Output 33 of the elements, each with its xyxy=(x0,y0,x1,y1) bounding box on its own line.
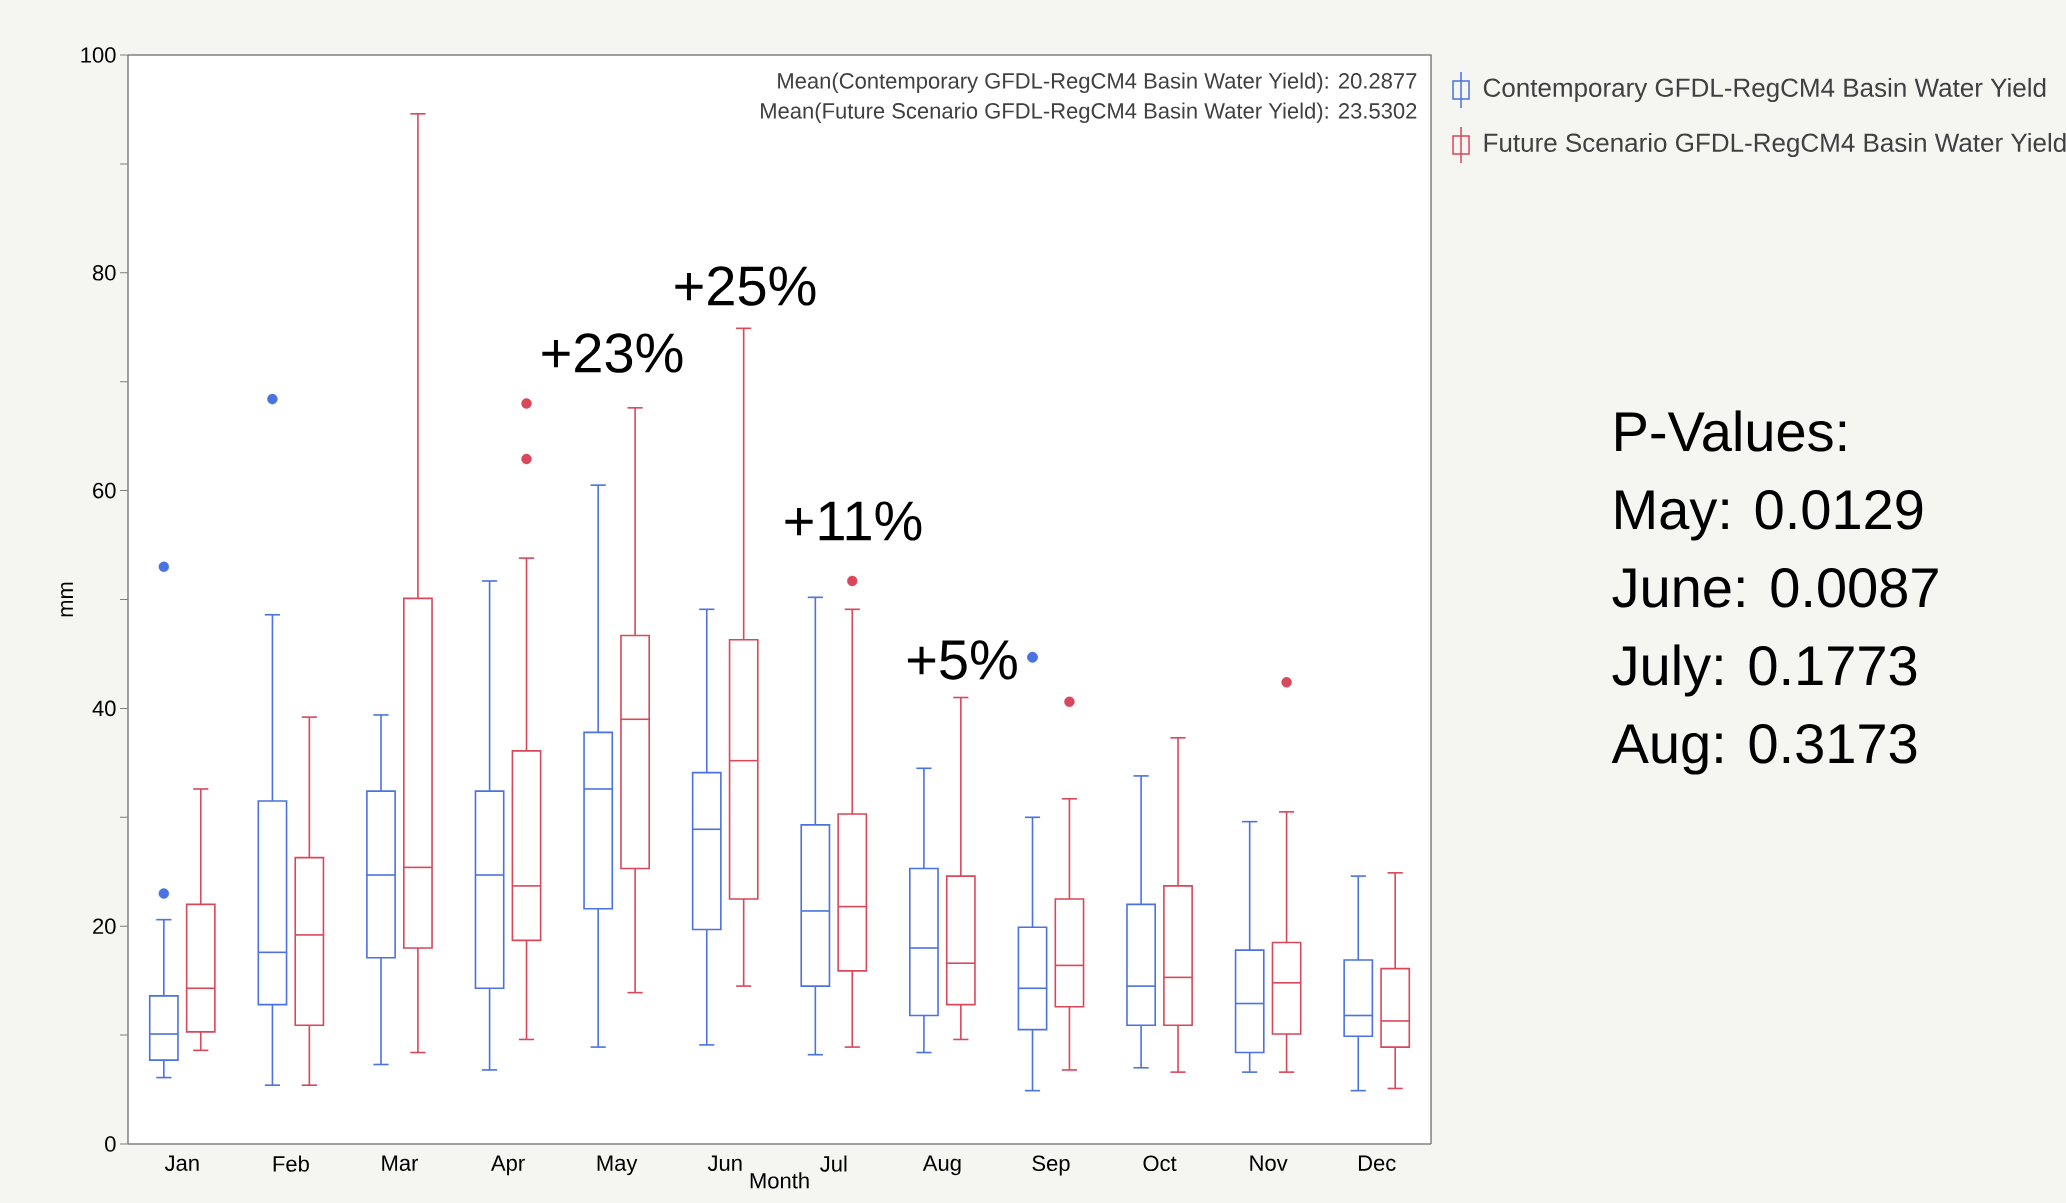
y-axis-title: mm xyxy=(61,582,73,617)
legend-label: Contemporary GFDL-RegCM4 Basin Water Yield xyxy=(1483,77,2046,103)
annotation: +23% xyxy=(542,333,683,373)
x-axis-title: Month xyxy=(750,1172,809,1189)
annotation: +11% xyxy=(785,501,922,541)
x-tick-label: Feb xyxy=(273,1155,309,1172)
annotation: Mean(Future Scenario GFDL-RegCM4 Basin Water Yield): 23.5302 xyxy=(761,102,1417,124)
text: P-Values: xyxy=(1616,410,1846,452)
x-tick-label: Jan xyxy=(164,1155,199,1171)
legend-label: Future Scenario GFDL-RegCM4 Basin Water Yield xyxy=(1484,132,2066,158)
x-tick-label: Jun xyxy=(707,1155,742,1171)
text: May: 0.0129 xyxy=(1616,489,1923,541)
text: Aug: 0.3173 xyxy=(1611,723,1917,775)
x-tick-label: Apr xyxy=(490,1155,525,1176)
y-tick-label: 20 xyxy=(93,918,116,934)
x-tick-label: Aug xyxy=(922,1155,961,1176)
y-tick-label: 100 xyxy=(81,47,116,63)
y-tick-label: 80 xyxy=(92,265,116,281)
y-tick-label: 40 xyxy=(92,700,116,717)
x-tick-label: May xyxy=(597,1155,638,1176)
annotation: Mean(Contemporary GFDL-RegCM4 Basin Water Yield): 20.2877 xyxy=(778,72,1417,94)
x-tick-label: Dec xyxy=(1358,1155,1396,1171)
text: July: 0.1773 xyxy=(1612,644,1917,697)
x-tick-label: Nov xyxy=(1250,1155,1288,1171)
y-tick-label: 60 xyxy=(93,482,116,499)
x-tick-label: Oct xyxy=(1143,1155,1177,1172)
x-tick-label: Mar xyxy=(382,1155,419,1171)
text: June: 0.0087 xyxy=(1612,567,1938,608)
x-tick-label: Jul xyxy=(820,1155,847,1172)
x-tick-label: Sep xyxy=(1032,1155,1070,1176)
annotation: +25% xyxy=(675,266,816,306)
annotation: +5% xyxy=(907,640,1017,680)
y-tick-label: 0 xyxy=(105,1136,116,1152)
